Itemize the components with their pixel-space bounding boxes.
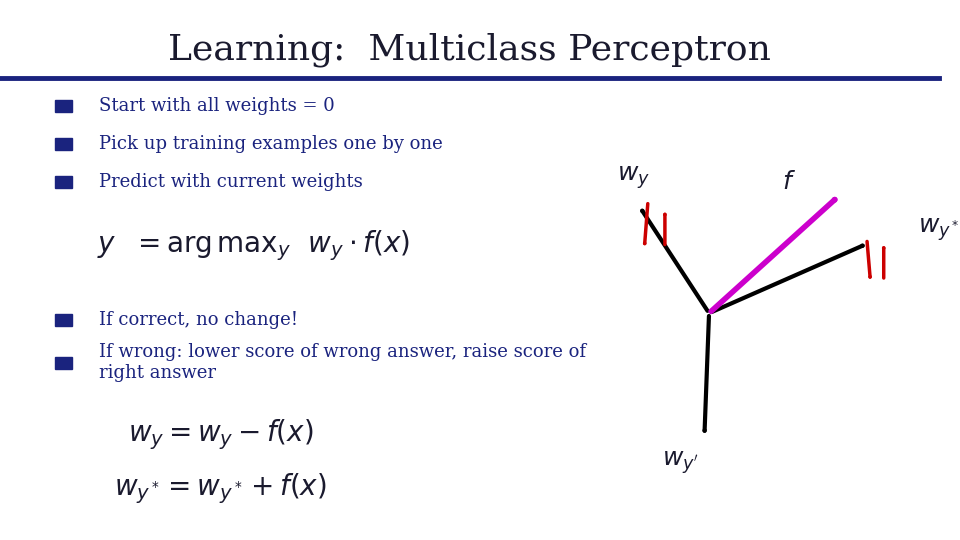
Text: Learning:  Multiclass Perceptron: Learning: Multiclass Perceptron xyxy=(168,32,771,67)
Text: $w_y$: $w_y$ xyxy=(617,164,651,191)
Text: Predict with current weights: Predict with current weights xyxy=(99,173,362,191)
Text: If wrong: lower score of wrong answer, raise score of
right answer: If wrong: lower score of wrong answer, r… xyxy=(99,343,586,382)
FancyBboxPatch shape xyxy=(56,138,72,150)
Text: If correct, no change!: If correct, no change! xyxy=(99,310,298,329)
Text: $f$: $f$ xyxy=(781,171,796,194)
Text: $w_y = w_y - f(x)$: $w_y = w_y - f(x)$ xyxy=(128,417,314,452)
Text: $y \ \ = \mathrm{arg\,max}_y \ \ w_y \cdot f(x)$: $y \ \ = \mathrm{arg\,max}_y \ \ w_y \cd… xyxy=(97,228,410,263)
Text: Start with all weights = 0: Start with all weights = 0 xyxy=(99,97,334,116)
FancyBboxPatch shape xyxy=(56,314,72,326)
FancyBboxPatch shape xyxy=(56,357,72,369)
Text: Pick up training examples one by one: Pick up training examples one by one xyxy=(99,135,443,153)
Text: $w_{y'}$: $w_{y'}$ xyxy=(662,449,699,476)
FancyBboxPatch shape xyxy=(56,176,72,188)
Text: $w_{y^*}$: $w_{y^*}$ xyxy=(919,217,960,244)
FancyBboxPatch shape xyxy=(56,100,72,112)
Text: $w_{y^*} = w_{y^*} + f(x)$: $w_{y^*} = w_{y^*} + f(x)$ xyxy=(114,471,327,506)
